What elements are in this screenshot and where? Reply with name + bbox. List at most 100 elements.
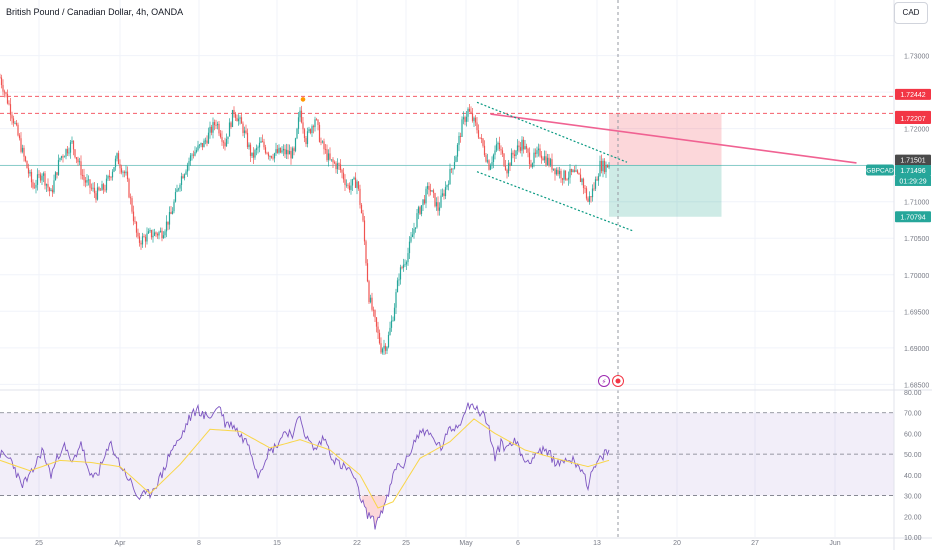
candle-body: [477, 130, 480, 138]
candle-body: [432, 190, 435, 193]
countdown-text: 01:29:29: [899, 178, 926, 185]
candle-body: [350, 185, 352, 190]
candle-body: [120, 168, 123, 173]
currency-button[interactable]: CAD: [894, 2, 928, 24]
candle-body: [585, 188, 588, 199]
candle-body: [141, 236, 144, 245]
candle-body: [402, 264, 405, 268]
candle-body: [521, 139, 523, 151]
candle-body: [365, 241, 367, 264]
candle-body: [191, 154, 193, 156]
candle-body: [461, 119, 463, 137]
candle-body: [254, 149, 256, 158]
candle-body: [243, 130, 246, 133]
candle-body: [378, 332, 381, 344]
candle-body: [563, 170, 565, 180]
rsi-ma-line: [0, 418, 610, 509]
candle-body: [330, 159, 333, 161]
candle-body: [404, 264, 406, 266]
candle-body: [62, 156, 64, 158]
candle-body: [140, 242, 142, 245]
candle-body: [464, 117, 466, 122]
candle-body: [389, 327, 391, 336]
x-tick-label: 8: [197, 540, 201, 547]
trade-zones: [609, 113, 722, 217]
x-tick-label: 6: [516, 540, 520, 547]
candle-body: [14, 122, 16, 124]
candle-body: [276, 149, 279, 153]
x-tick-label: Apr: [115, 540, 127, 547]
candle-body: [333, 162, 336, 164]
candle-body: [282, 148, 285, 151]
y-tick-label: 1.70000: [904, 273, 929, 280]
take-profit-zone: [609, 165, 722, 217]
candle-body: [90, 187, 93, 189]
candle-body: [569, 168, 571, 178]
resistance-trendline[interactable]: [490, 113, 857, 164]
candle-body: [342, 172, 345, 180]
candle-body: [386, 347, 388, 351]
flag-icon-glyph: [615, 378, 621, 384]
candle-body: [564, 170, 567, 180]
candle-body: [401, 267, 403, 269]
rsi-pane: [0, 402, 894, 530]
candle-body: [113, 167, 115, 172]
candle-body: [377, 326, 379, 333]
candle-body: [272, 157, 274, 159]
y-tick-label: 1.70500: [904, 236, 929, 243]
channel-upper-line[interactable]: [476, 101, 628, 163]
candle-body: [492, 154, 495, 163]
candle-body: [129, 197, 132, 199]
candle-body: [408, 241, 411, 254]
candle-body: [582, 178, 585, 188]
candle-body: [593, 188, 595, 190]
candle-body: [248, 144, 250, 148]
candle-body: [110, 177, 112, 178]
candle-body: [197, 145, 199, 151]
candle-body: [596, 179, 598, 181]
lightning-event-icon[interactable]: [598, 375, 610, 387]
candle-body: [303, 129, 306, 139]
candle-body: [288, 150, 291, 155]
candle-body: [201, 142, 204, 148]
candle-body: [212, 122, 214, 133]
candle-body: [605, 164, 607, 173]
candle-body: [437, 202, 439, 211]
candle-body: [158, 232, 160, 236]
candle-body: [455, 156, 457, 163]
candle-body: [42, 173, 45, 176]
candle-body: [221, 137, 223, 142]
candle-body: [32, 182, 34, 188]
candle-body: [336, 163, 339, 170]
candle-body: [326, 149, 328, 161]
candle-body: [413, 228, 415, 235]
candle-body: [294, 138, 297, 151]
rsi-y-tick-label: 50.00: [904, 452, 922, 459]
candle-body: [405, 262, 408, 265]
candle-body: [77, 159, 79, 163]
x-tick-label: 25: [35, 540, 43, 547]
candle-body: [581, 178, 583, 183]
candle-body: [39, 174, 42, 181]
candle-body: [72, 140, 75, 150]
symbol-tag-text: GBPCAD: [866, 167, 894, 174]
candle-body: [554, 168, 556, 175]
candle-body: [267, 153, 270, 157]
candle-body: [56, 172, 58, 175]
candle-body: [323, 141, 325, 150]
candle-body: [513, 154, 516, 156]
candle-body: [459, 135, 462, 137]
y-tick-label: 1.68500: [904, 382, 929, 389]
candle-body: [269, 156, 271, 157]
candle-body: [345, 184, 348, 186]
candle-body: [213, 122, 216, 126]
candle-body: [36, 174, 39, 185]
drawings-layer[interactable]: ⚡: [300, 0, 857, 537]
candle-body: [270, 156, 273, 158]
candle-body: [447, 184, 450, 186]
candle-body: [179, 184, 181, 189]
candle-body: [114, 158, 117, 168]
candle-body: [438, 207, 441, 211]
price-label-box: [895, 154, 931, 166]
